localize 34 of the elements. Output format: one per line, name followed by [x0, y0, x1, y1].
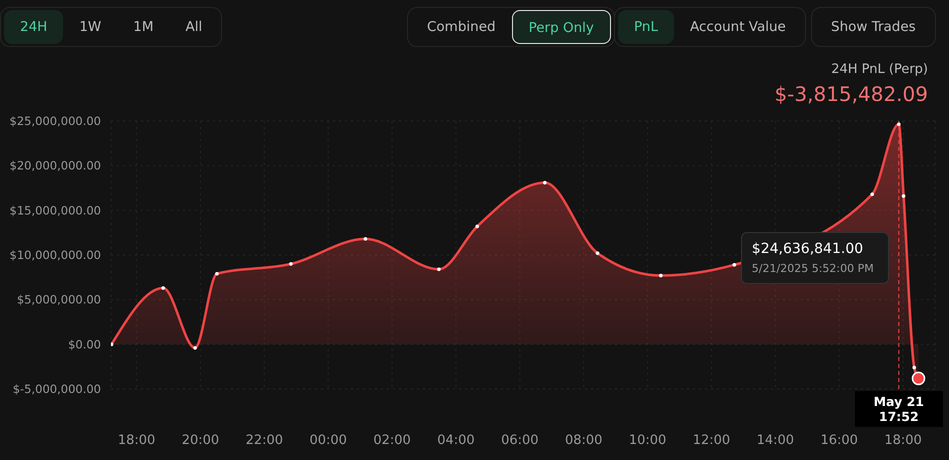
- y-tick-label: $5,000,000.00: [16, 292, 101, 307]
- y-tick-label: $15,000,000.00: [10, 203, 101, 218]
- x-tick-label: 22:00: [246, 433, 284, 448]
- annotation: 5/21/2025 5:52:00 PM: [752, 262, 875, 275]
- x-tick-label: 12:00: [692, 433, 730, 448]
- x-tick-label: 20:00: [182, 433, 220, 448]
- ref-line-label: May 21 17:52: [854, 391, 943, 427]
- x-tick-label: 16:00: [820, 433, 858, 448]
- text: 1M: [132, 18, 155, 37]
- text: Account Value: [688, 18, 787, 37]
- x-tick-label: 02:00: [373, 433, 411, 448]
- x-tick-label: 08:00: [564, 433, 602, 448]
- x-tick-label: 10:00: [628, 433, 666, 448]
- text: PnL: [618, 10, 674, 44]
- text: Perp Only: [512, 10, 611, 44]
- x-tick-label: 00:00: [309, 433, 347, 448]
- annotation: $24,636,841.00: [752, 241, 864, 257]
- x-tick-label: 18:00: [118, 433, 156, 448]
- y-tick-label: $20,000,000.00: [10, 158, 101, 173]
- x-tick-label: 18:00: [884, 433, 922, 448]
- y-tick-label: $10,000,000.00: [10, 248, 101, 262]
- y-tick-label: $25,000,000.00: [10, 114, 101, 128]
- text: Show Trades: [830, 18, 917, 37]
- chart-title: 24H PnL (Perp): [831, 62, 928, 77]
- x-tick-label: 06:00: [501, 433, 539, 448]
- text: Combined: [426, 18, 497, 37]
- y-tick-label: $-5,000,000.00: [12, 382, 101, 396]
- text: 1W: [78, 18, 102, 37]
- chart-subtitle: $-3,815,482.09: [774, 82, 928, 106]
- y-tick-label: $0.00: [68, 337, 101, 352]
- text: 24H: [4, 10, 64, 44]
- x-tick-label: 14:00: [756, 433, 794, 448]
- x-tick-label: 04:00: [437, 433, 475, 448]
- text: All: [184, 18, 204, 37]
